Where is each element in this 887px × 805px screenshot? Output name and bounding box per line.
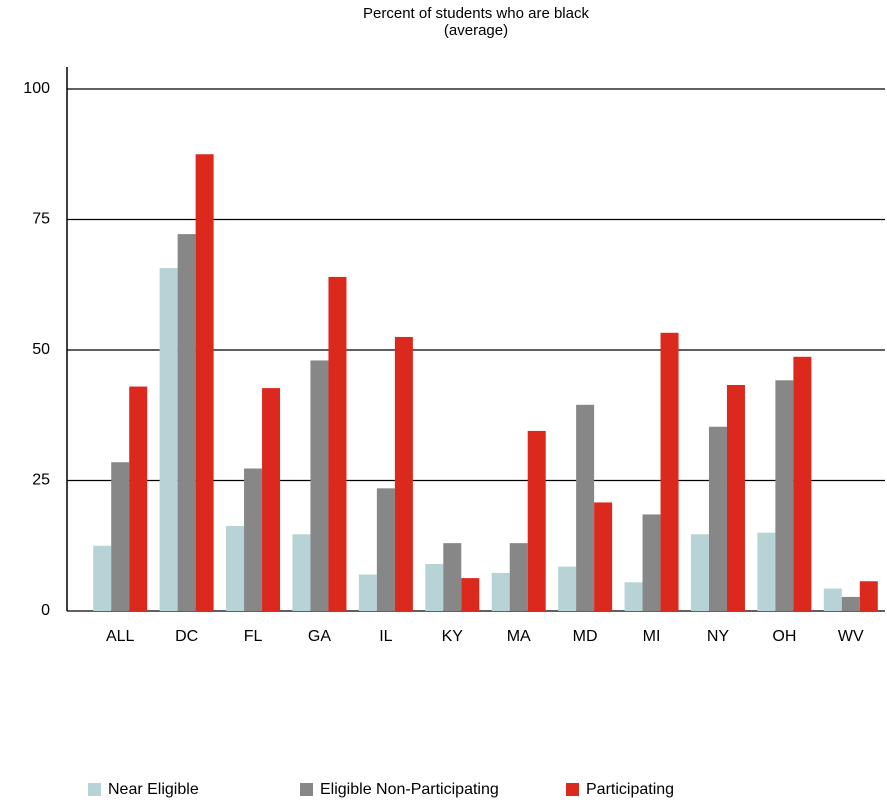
bar [443,543,462,611]
bar [244,468,263,611]
x-tick-label: KY [442,628,464,645]
bar [111,462,130,611]
x-tick-label: WV [838,628,864,645]
bar [491,572,510,611]
bar [328,276,347,611]
legend-label: Near Eligible [108,781,199,798]
chart-title: Percent of students who are black [363,5,589,22]
bar [509,543,528,611]
bar [425,564,444,611]
bar [660,332,679,611]
bar [757,532,776,611]
bar [292,534,311,611]
bar [576,404,595,611]
y-tick-label: 25 [32,472,50,489]
bar [310,360,329,611]
x-tick-label: IL [379,628,392,645]
legend-swatch [566,783,579,796]
bar [823,588,842,611]
bar [726,384,745,611]
x-tick-label: FL [244,628,263,645]
bar [177,234,196,611]
legend-label: Participating [586,781,674,798]
bar [841,596,860,611]
bar [624,582,643,611]
bar [129,386,148,611]
bar [93,545,112,611]
bar [461,578,480,611]
x-tick-label: DC [175,628,198,645]
bar [690,534,709,611]
bar [527,430,546,611]
bar [376,488,395,611]
bar [708,426,727,611]
bar [195,154,214,611]
x-tick-label: OH [772,628,796,645]
x-tick-label: MD [573,628,598,645]
legend-swatch [300,783,313,796]
bar [793,356,812,611]
x-tick-label: ALL [106,628,135,645]
x-tick-label: NY [707,628,730,645]
y-tick-label: 50 [32,341,50,358]
bar [775,380,794,611]
bar [558,566,577,611]
bar [358,574,377,611]
chart-subtitle: (average) [444,22,508,39]
x-tick-label: GA [308,628,331,645]
legend-label: Eligible Non-Participating [320,781,499,798]
bar [859,581,878,611]
bar [642,514,661,611]
bar [594,502,613,611]
y-tick-label: 0 [41,602,50,619]
bar [394,336,413,611]
y-tick-label: 75 [32,211,50,228]
y-tick-label: 100 [23,80,50,97]
bar [159,268,178,611]
bar [262,388,281,611]
legend-swatch [88,783,101,796]
bar [226,525,245,611]
x-tick-label: MA [507,628,531,645]
x-tick-label: MI [643,628,661,645]
